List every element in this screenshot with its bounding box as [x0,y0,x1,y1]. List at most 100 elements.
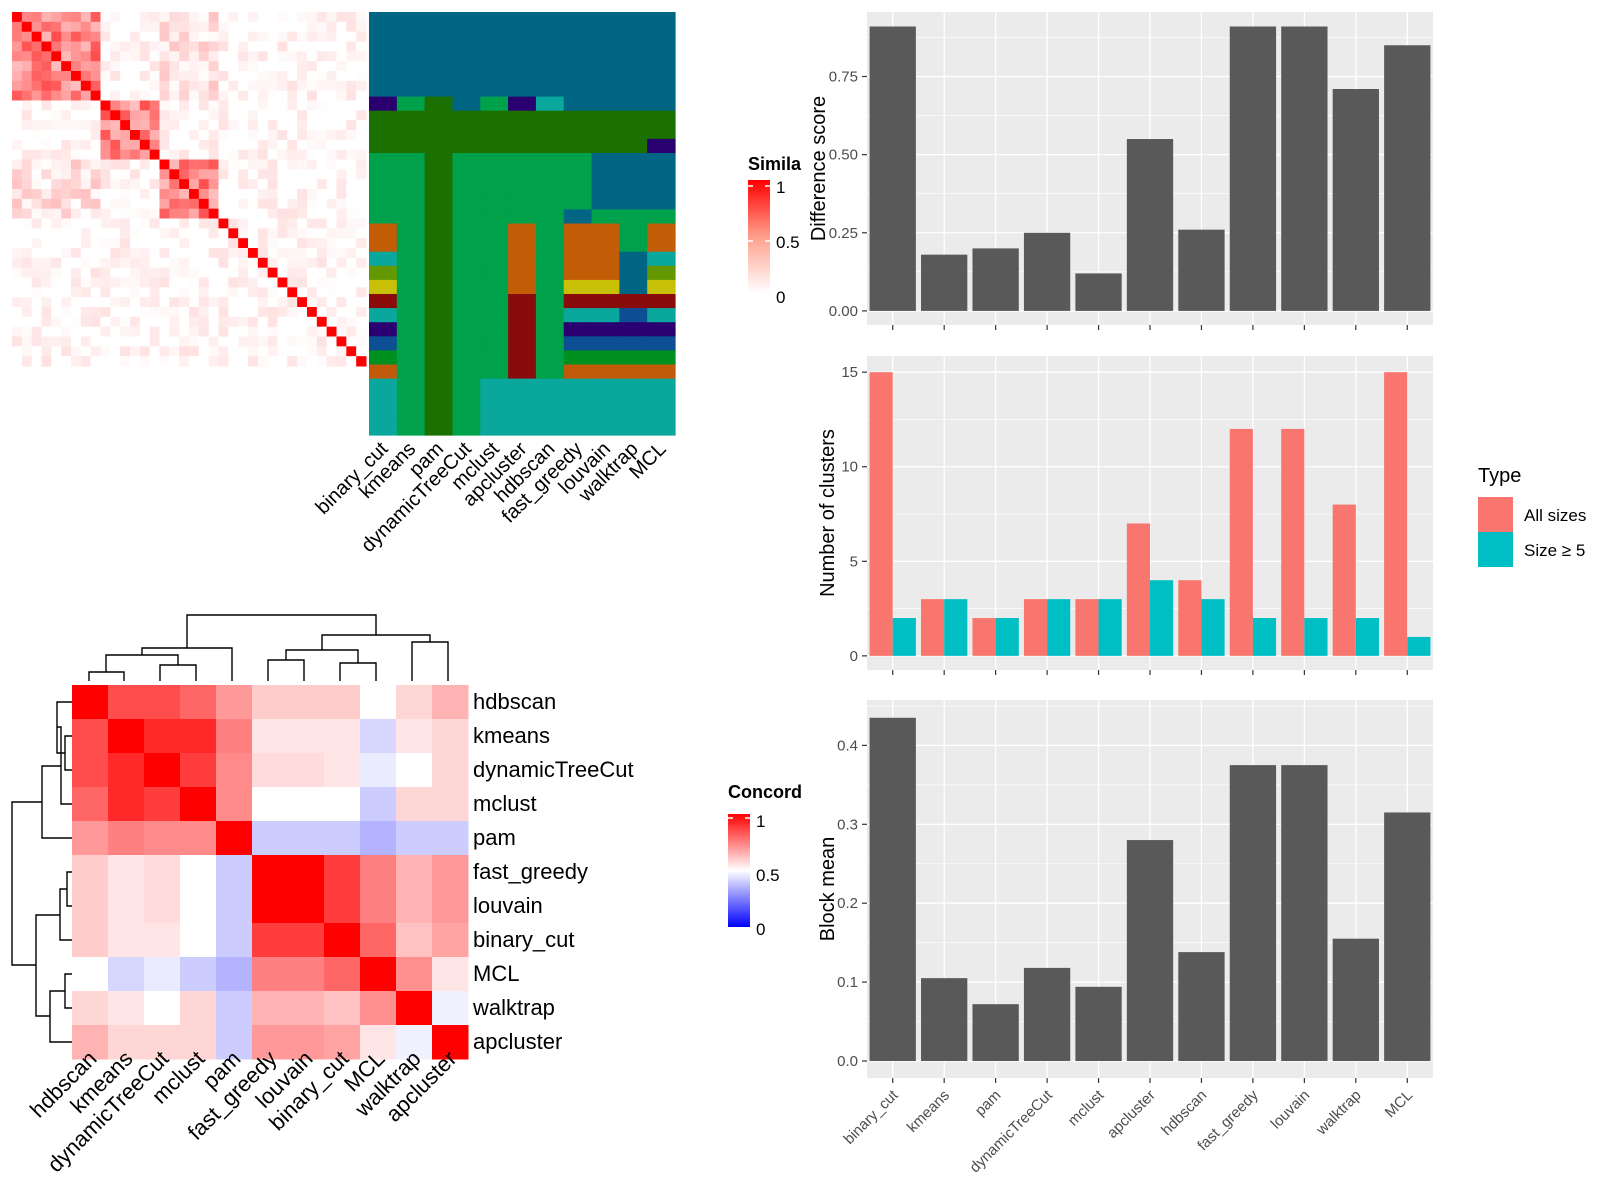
similarity-cell [248,71,259,82]
assignment-cell [369,322,398,337]
y-tick-label: 0 [850,648,858,665]
similarity-cell [218,12,229,23]
similarity-cell [169,218,180,229]
bar [869,26,916,311]
concordance-cell [396,753,433,788]
concordance-cell [216,787,253,822]
similarity-cell [179,12,190,23]
concordance-cell [144,753,181,788]
similarity-cell [21,169,33,180]
similarity-cell [346,110,357,121]
assignment-cell [535,294,565,309]
similarity-cell [336,130,347,141]
similarity-cell [169,179,180,190]
similarity-cell [110,12,121,23]
similarity-cell [336,21,347,33]
similarity-cell [346,346,357,357]
assignment-cell [647,153,676,168]
assignment-cell [508,265,537,281]
assignment-cell [508,124,537,140]
similarity-cell [169,316,180,328]
similarity-cell [287,100,298,111]
bar [1075,273,1122,311]
similarity-cell [336,110,347,121]
similarity-cell [257,120,269,131]
similarity-cell [346,120,357,131]
similarity-cell [356,61,367,72]
similarity-cell [198,80,210,92]
similarity-cell [80,248,92,259]
similarity-cell [307,90,318,101]
similarity-cell [346,41,357,52]
assignment-cell [535,195,565,210]
similarity-cell [228,267,239,278]
similarity-cell [277,356,288,367]
concordance-cell [108,1025,145,1060]
similarity-cell [277,346,288,357]
similarity-cell [80,169,92,180]
concordance-cell [216,923,253,958]
similarity-cell [61,51,72,62]
similarity-cell [12,218,23,229]
similarity-cell [208,208,219,219]
similarity-cell [297,12,308,23]
assignment-cell [563,279,593,295]
similarity-cell [316,287,328,298]
concordance-legend: Concord 1 0.5 0 [728,782,802,939]
concordance-cell [252,753,289,788]
similarity-cell [257,51,269,62]
similarity-cell [218,297,229,308]
similarity-cell [228,228,239,239]
similarity-cell [169,307,180,318]
similarity-cell [51,277,62,288]
assignment-cell [452,54,481,69]
similarity-cell [198,277,210,288]
similarity-cell [307,208,318,219]
similarity-cell [139,346,151,357]
similarity-cell [179,238,190,249]
similarity-cell [316,198,328,210]
similarity-cell [218,248,229,259]
assignment-cell [508,12,537,27]
similarity-cell [120,130,131,141]
concordance-cell [324,991,361,1026]
assignment-cell [508,110,537,126]
concordance-cell [396,787,433,822]
similarity-cell [336,257,347,269]
similarity-cell [110,100,121,111]
similarity-cell [248,120,259,131]
similarity-cell [169,80,180,92]
similarity-cell [149,287,160,298]
similarity-cell [208,316,219,328]
similarity-cell [208,159,219,170]
similarity-cell [189,61,200,72]
similarity-cell [326,267,337,278]
similarity-cell [100,189,111,200]
concordance-cell [288,685,325,720]
similarity-cell [31,257,42,269]
similarity-cell [208,51,219,62]
assignment-cell [452,294,481,309]
similarity-cell [356,287,367,298]
similarity-cell [336,71,347,82]
assignment-cell [563,110,593,126]
similarity-cell [208,149,219,160]
similarity-cell [110,228,121,239]
similarity-cell [12,228,23,239]
similarity-cell [228,21,239,33]
similarity-cell [169,110,180,121]
similarity-cell [80,257,92,269]
similarity-cell [326,228,337,239]
similarity-cell [198,12,210,23]
assignment-cell [619,195,648,210]
similarity-cell [307,189,318,200]
similarity-cell [41,12,52,23]
similarity-cell [228,169,239,180]
assignment-cell [424,350,454,366]
similarity-cell [326,110,337,121]
similarity-cell [267,287,278,298]
assignment-cell [563,12,593,27]
similarity-cell [159,169,170,180]
similarity-cell [277,90,288,101]
assignment-cell [396,40,426,55]
